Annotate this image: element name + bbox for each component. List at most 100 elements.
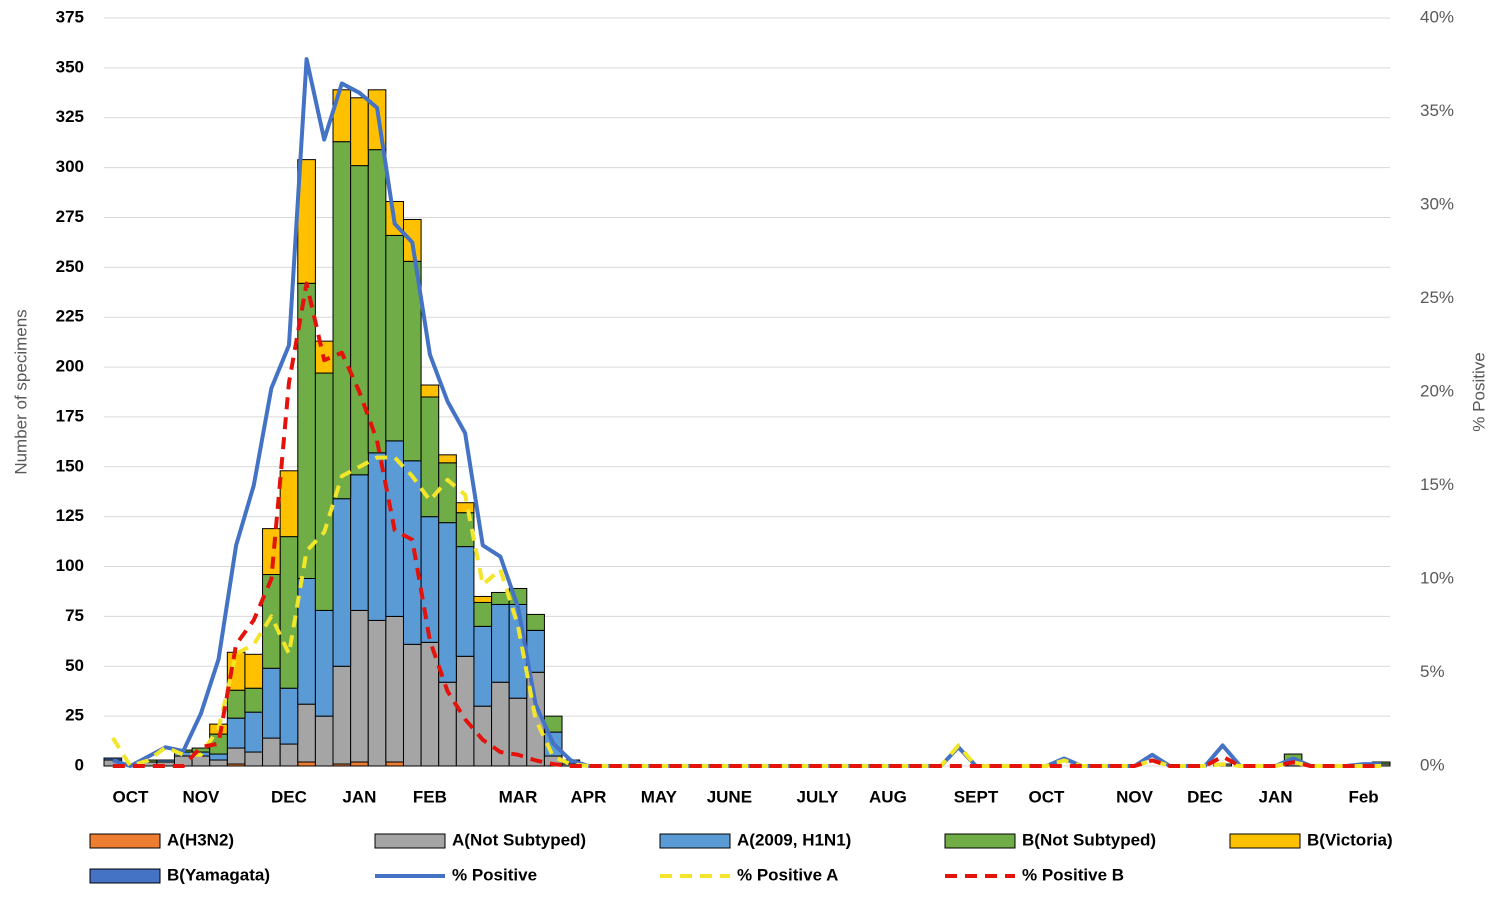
x-tick-label: JULY <box>797 787 840 806</box>
legend-label: B(Yamagata) <box>167 865 270 884</box>
legend-swatch <box>89 833 161 849</box>
bar-segment <box>314 609 334 717</box>
y-tick-label: 275 <box>56 207 84 226</box>
legend-swatch <box>89 868 161 884</box>
line-series <box>112 281 1382 768</box>
bar-segment <box>209 753 228 761</box>
y2-tick-label: 35% <box>1420 101 1454 120</box>
y-tick-label: 50 <box>65 656 84 675</box>
bar-segment <box>367 619 387 767</box>
y2-tick-label: 30% <box>1420 194 1454 213</box>
legend-label: A(2009, H1N1) <box>737 830 851 849</box>
legend-label: % Positive B <box>1022 865 1124 884</box>
bar-segment <box>438 462 457 524</box>
y-tick-label: 25 <box>65 706 84 725</box>
y-tick-label: 350 <box>56 57 84 76</box>
y2-tick-label: 10% <box>1420 568 1454 587</box>
y-tick-label: 225 <box>56 307 84 326</box>
x-tick-label: Feb <box>1348 787 1378 806</box>
bar-segment <box>103 757 123 761</box>
bar-segment <box>297 761 316 767</box>
bar-segment <box>438 454 457 464</box>
x-tick-label: DEC <box>271 787 307 806</box>
y2-tick-label: 40% <box>1420 7 1454 26</box>
x-tick-label: FEB <box>413 787 447 806</box>
bar-segment <box>262 667 281 739</box>
bar-segment <box>473 601 493 627</box>
x-tick-label: JAN <box>342 787 376 806</box>
x-tick-label: MAY <box>641 787 678 806</box>
y-axis-label: Number of specimens <box>11 309 30 474</box>
bar-segment <box>244 751 264 767</box>
x-tick-label: OCT <box>1029 787 1066 806</box>
legend-label: B(Not Subtyped) <box>1022 830 1156 849</box>
bar-segment <box>191 755 211 767</box>
bar-segment <box>350 97 369 167</box>
y-tick-label: 125 <box>56 506 84 525</box>
y-tick-label: 75 <box>65 606 84 625</box>
bar-segment <box>279 687 299 745</box>
y2-tick-label: 15% <box>1420 475 1454 494</box>
x-tick-label: MAR <box>499 787 538 806</box>
bar-segment <box>473 705 493 767</box>
y2-tick-label: 5% <box>1420 662 1445 681</box>
x-tick-label: NOV <box>182 787 220 806</box>
bar-segment <box>350 474 369 611</box>
bar-segment <box>438 522 457 683</box>
line-series <box>111 455 1382 768</box>
bar-segment <box>332 141 352 500</box>
bar-segment <box>455 546 475 657</box>
bar-segment <box>402 460 422 645</box>
bar-segment <box>473 595 493 603</box>
bar-segment <box>350 761 369 767</box>
bar-segment <box>244 687 264 713</box>
x-tick-label: JUNE <box>707 787 752 806</box>
x-tick-label: APR <box>570 787 606 806</box>
bar-segment <box>209 759 228 767</box>
bar-segment <box>385 615 404 763</box>
bar-segment <box>226 689 246 719</box>
bar-segment <box>420 641 440 767</box>
y-tick-label: 375 <box>56 7 84 26</box>
y2-tick-label: 25% <box>1420 288 1454 307</box>
bar-segment <box>279 536 299 689</box>
bar-segment <box>332 665 352 765</box>
bar-segment <box>332 498 352 667</box>
y-tick-label: 300 <box>56 157 84 176</box>
y-tick-label: 100 <box>56 556 84 575</box>
bar-segment <box>262 737 281 767</box>
y2-tick-label: 0% <box>1420 755 1445 774</box>
legend-label: % Positive <box>452 865 537 884</box>
bar-segment <box>367 149 387 454</box>
legend-label: A(Not Subtyped) <box>452 830 586 849</box>
bar-segment <box>279 743 299 767</box>
y-tick-label: 200 <box>56 357 84 376</box>
bar-segment <box>420 516 440 643</box>
bar-segment <box>385 234 404 442</box>
bar-segment <box>455 502 475 514</box>
bar-segment <box>491 603 510 683</box>
legend-label: A(H3N2) <box>167 830 234 849</box>
bar-segment <box>297 703 316 763</box>
bar-segment <box>226 717 246 749</box>
bar-segment <box>473 625 493 707</box>
bar-segment <box>367 452 387 621</box>
bar-segment <box>420 396 440 518</box>
y-tick-label: 325 <box>56 107 84 126</box>
x-tick-label: AUG <box>869 787 907 806</box>
bar-segment <box>262 574 281 669</box>
y-tick-label: 150 <box>56 456 84 475</box>
legend-swatch <box>374 833 446 849</box>
y2-axis-label: % Positive <box>1469 352 1488 431</box>
y2-tick-label: 20% <box>1420 381 1454 400</box>
x-tick-label: NOV <box>1116 787 1154 806</box>
bar-segment <box>244 653 264 689</box>
bar-segment <box>279 470 299 538</box>
y-tick-label: 175 <box>56 406 84 425</box>
bar-segment <box>350 165 369 476</box>
y-tick-label: 0 <box>75 755 84 774</box>
legend-swatch <box>659 833 731 849</box>
bar-segment <box>402 643 422 767</box>
bar-segment <box>314 372 334 611</box>
